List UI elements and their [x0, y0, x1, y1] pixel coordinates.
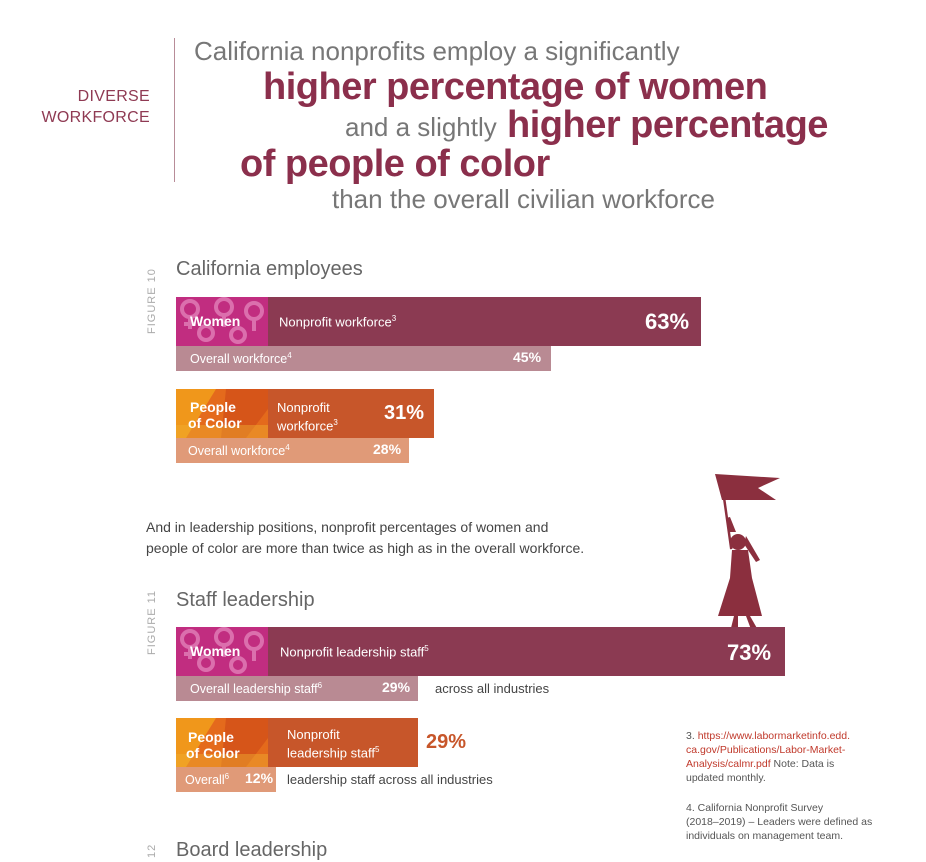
section-label-line2: WORKFORCE — [41, 109, 150, 126]
value-poc-overall: 28% — [373, 441, 402, 457]
badge-poc-label-line1: People — [190, 399, 236, 415]
headline-line4: of people of color — [240, 143, 550, 185]
headline-line5: than the overall civilian workforce — [332, 184, 715, 214]
footnote-3-link-end[interactable]: Analysis/calmr.pdf — [686, 758, 771, 770]
badge-women-label: Women — [190, 313, 241, 329]
label-overall-poc-leadership: Overall6 — [185, 772, 230, 788]
value-poc-nonprofit: 31% — [384, 402, 425, 424]
section-label: DIVERSE WORKFORCE — [40, 86, 150, 128]
headline-line3b: higher percentage — [507, 104, 828, 146]
label-nonprofit-workforce: Nonprofit workforce3 — [279, 314, 397, 330]
footnote-4: 4. California Nonprofit Survey (2018–201… — [686, 802, 873, 842]
figure-11-title: Staff leadership — [176, 589, 315, 611]
label-overall-leadership-staff: Overall leadership staff6 — [190, 681, 323, 697]
label-across-all-industries: across all industries — [435, 681, 550, 696]
label-overall-workforce-poc: Overall workforce4 — [188, 443, 290, 459]
footnote-3-link[interactable]: https://www.labormarketinfo.edd. — [697, 730, 851, 742]
label-overall-workforce: Overall workforce4 — [190, 351, 292, 367]
woman-with-flag-illustration — [700, 470, 790, 635]
bar-women-overall-workforce — [176, 346, 551, 371]
people-of-color-pattern-icon — [176, 718, 268, 767]
value-women-nonprofit-leadership: 73% — [727, 640, 772, 665]
value-women-overall: 45% — [513, 349, 542, 365]
women-symbol-icon — [176, 297, 268, 346]
label-leadership-staff-across-industries: leadership staff across all industries — [287, 772, 493, 787]
divider-rule — [174, 38, 175, 182]
value-poc-nonprofit-leadership: 29% — [426, 731, 467, 753]
value-women-overall-leadership: 29% — [382, 679, 411, 695]
people-of-color-pattern-icon — [176, 389, 268, 438]
footnote-3-link-cont[interactable]: ca.gov/Publications/Labor-Market- — [686, 744, 846, 756]
figure-12-tag: 12 — [146, 843, 158, 858]
badge-poc-label-line2: of Color — [188, 415, 242, 431]
value-women-nonprofit: 63% — [645, 309, 690, 334]
headline-line3a: and a slightly — [345, 112, 497, 142]
bar-women-nonprofit-leadership — [176, 627, 785, 676]
value-poc-overall-leadership: 12% — [245, 770, 274, 786]
label-nonprofit-leadership-poc: Nonprofit leadership staff5 — [287, 727, 380, 761]
figure-10-title: California employees — [176, 258, 363, 280]
intro-paragraph: And in leadership positions, nonprofit p… — [146, 519, 585, 556]
badge-women-label: Women — [190, 643, 241, 659]
footnote-3: 3. https://www.labormarketinfo.edd. ca.g… — [686, 730, 851, 784]
figure-10-tag: FIGURE 10 — [146, 268, 158, 334]
badge-poc-label-line2: of Color — [186, 745, 240, 761]
bar-poc-overall-leadership — [176, 767, 276, 792]
section-label-line1: DIVERSE — [77, 88, 150, 105]
figure-11-tag: FIGURE 11 — [146, 589, 158, 655]
bar-women-overall-leadership — [176, 676, 418, 701]
figure-12-title: Board leadership — [176, 839, 328, 861]
label-nonprofit-leadership-staff: Nonprofit leadership staff5 — [280, 644, 429, 660]
label-nonprofit-workforce-poc: Nonprofit workforce3 — [277, 400, 338, 434]
headline-line2: higher percentage of women — [263, 66, 768, 108]
headline-line1: California nonprofits employ a significa… — [194, 36, 680, 66]
badge-poc-label-line1: People — [188, 729, 234, 745]
women-symbol-icon — [176, 627, 268, 676]
bar-poc-overall-workforce — [176, 438, 409, 463]
